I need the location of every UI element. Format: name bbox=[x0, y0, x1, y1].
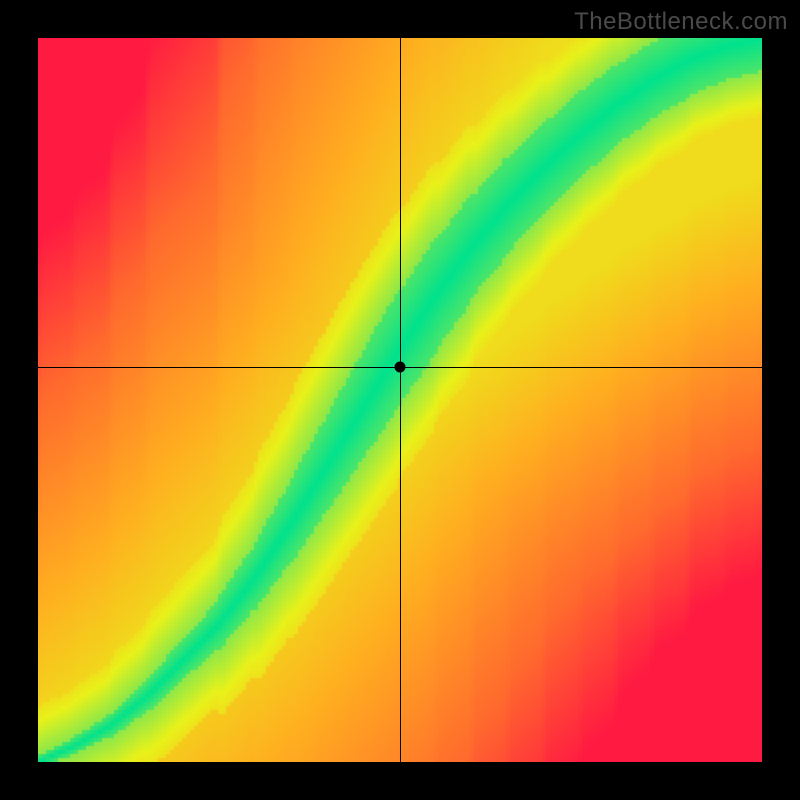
crosshair-vertical bbox=[400, 38, 401, 762]
crosshair-marker bbox=[395, 362, 406, 373]
heatmap-plot bbox=[38, 38, 762, 762]
watermark-text: TheBottleneck.com bbox=[574, 8, 788, 36]
